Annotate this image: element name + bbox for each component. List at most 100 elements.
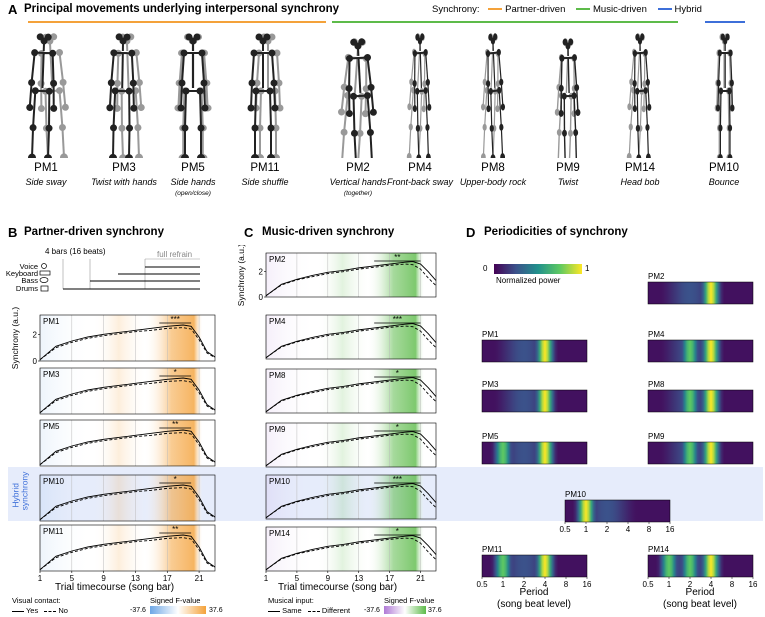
heatmap-label: PM3 [482,380,499,389]
legend-yes: Yes [25,606,39,615]
heatmap-pm4: PM4 [647,330,754,363]
periodicity-xlabel: Period [520,587,549,598]
c-series-different [265,379,437,413]
panel-a-letter: A [8,2,18,17]
c-row-pm4: PM4 *** [265,314,437,360]
c-frame [265,422,437,468]
c-timecourse-bg [266,475,436,519]
b-frame [39,524,216,572]
movement-label-pm14: PM14 [624,162,656,174]
legend-title: Synchrony: [432,4,480,15]
b-row-pm1: PM1 *** 0 2 Synchrony (a.u.) [10,307,216,369]
b-frame [39,474,216,522]
movement-desc-pm5: Side hands [170,177,216,187]
b-row-pm5: PM5 ** [39,419,216,467]
movement-label-pm8: PM8 [481,162,505,174]
heatmap-cells [481,554,588,578]
pm2-skeleton [333,36,381,158]
b-frame [39,314,216,362]
panel-c-cbar-title: Signed F-value [384,596,435,605]
b-series-yes [39,324,216,361]
instrument-voice: Voice [20,262,38,271]
c-ytick: 0 [259,293,264,302]
heatmap-label: PM4 [648,330,665,339]
bars-label: 4 bars (16 beats) [45,247,106,256]
c-sig-stars: *** [393,315,402,324]
c-series-different [265,325,437,359]
b-xtick: 9 [101,574,106,583]
pm9-skeleton [552,37,583,158]
heatmap-pm14: PM14 0.5 1 2 4 8 16 [642,545,758,589]
c-pm-label: PM2 [269,255,286,264]
movement-desc-pm3: Twist with hands [91,177,157,187]
instrument-drums: Drums [16,284,38,293]
heatmap-tick: 16 [583,580,592,589]
b-frame [39,419,216,467]
c-series-same [265,377,437,413]
voice-icon [41,263,47,269]
panel-b-xlabel: Trial timecourse (song bar) [55,582,175,593]
pm11-skeleton [247,33,284,158]
panel-b-cbar-min: -37.6 [130,607,146,614]
heatmap-cells [564,499,671,523]
c-series-different [265,433,437,467]
keyboard-icon [39,270,51,276]
instrument-keyboard: Keyboard [6,269,38,278]
c-frame [265,474,437,520]
heatmap-tick: 2 [522,580,527,589]
c-pm-label: PM14 [269,529,290,538]
pm3-skeleton [104,32,148,158]
heatmap-tick: 8 [564,580,569,589]
heatmap-pm10: PM10 0.5 1 2 4 8 16 [559,490,675,534]
legend-partner: Partner-driven [505,4,566,15]
c-sig-stars: *** [393,475,402,484]
c-sig-stars: * [396,527,399,536]
heatmap-tick: 16 [666,525,675,534]
heatmap-tick: 1 [501,580,506,589]
b-row-pm11: PM11 ** 1 5 9 13 17 21 [38,524,216,583]
b-pm-label: PM5 [43,422,60,431]
panel-d-letter: D [466,225,476,240]
pm10-skeleton [714,33,736,158]
heatmap-label: PM2 [648,272,665,281]
heatmap-tick: 2 [688,580,693,589]
heatmap-tick: 4 [543,580,548,589]
movement-desc-pm4: Front-back sway [386,177,454,187]
panel-a-title: Principal movements underlying interpers… [24,3,340,15]
c-frame [265,314,437,360]
movement-desc-pm1: Side sway [25,177,67,187]
panel-b-legend: Yes No [12,606,68,615]
c-timecourse-bg [266,315,436,359]
c-frame [265,368,437,414]
heatmap-cells [647,554,754,578]
legend-no: No [58,606,68,615]
b-xtick: 1 [38,574,43,583]
partner-group-line [28,21,326,23]
pm8-skeleton [478,31,508,158]
b-timecourse-bg [40,315,215,361]
c-timecourse-bg [266,527,436,571]
c-series-different [265,263,437,297]
power-cbar-label: Normalized power [496,276,561,285]
solid-line-swatch [12,610,24,612]
legend-music: Music-driven [593,4,647,15]
panel-b-title: Partner-driven synchrony [24,226,164,238]
refrain-label: full refrain [157,250,193,259]
b-xtick: 21 [195,574,204,583]
dashed-line-swatch [44,610,57,612]
heatmap-pm3: PM3 [481,380,588,413]
b-sig-stars: *** [171,315,180,324]
panel-c-title: Music-driven synchrony [262,226,395,238]
movement-label-pm3: PM3 [112,162,136,174]
panel-c-legend-title: Musical input: [268,596,314,605]
heatmap-label: PM14 [648,545,669,554]
movement-sub-pm5: (open/close) [175,190,211,197]
movement-label-pm11: PM11 [250,162,280,174]
c-ytick: 2 [259,268,264,277]
b-sig-stars: * [174,368,177,377]
c-timecourse-bg [266,253,436,297]
heatmap-label: PM8 [648,380,665,389]
panel-c-legend: Same Different [268,606,350,615]
